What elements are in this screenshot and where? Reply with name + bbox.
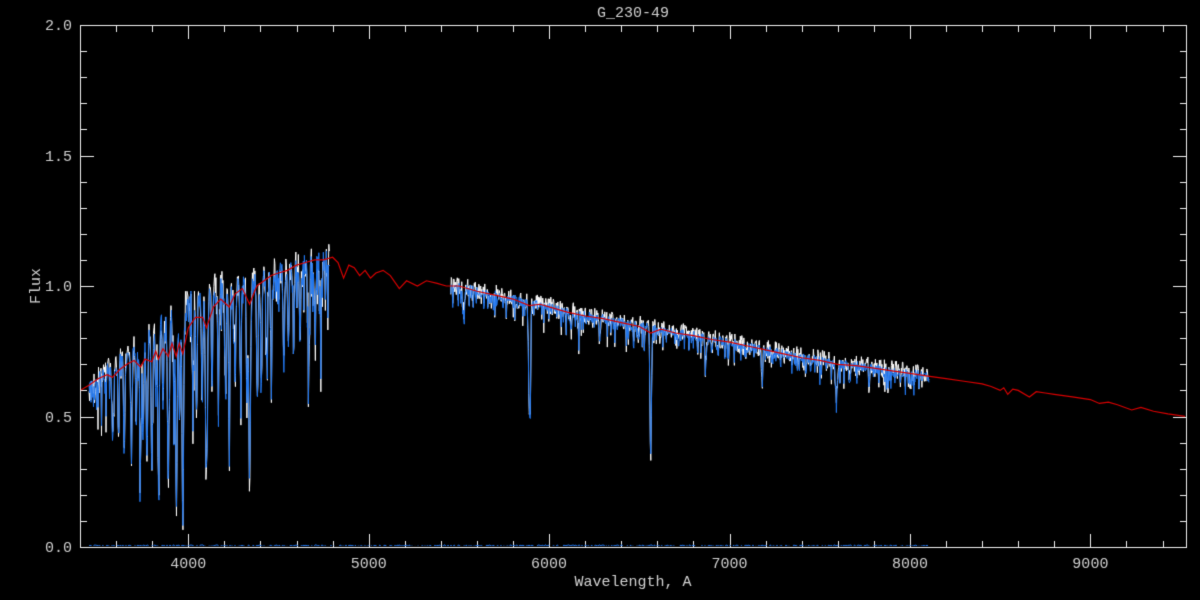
spectrum-figure: G_230-49 (0, 0, 1200, 600)
spectrum-plot-canvas (0, 0, 1200, 600)
screen: { "chart_data": { "type": "line", "title… (0, 0, 1200, 600)
